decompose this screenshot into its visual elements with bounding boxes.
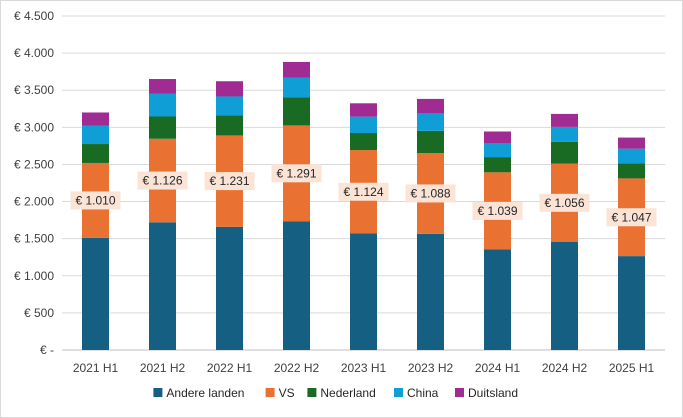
data-label: € 1.047 <box>611 210 651 224</box>
bar-segment <box>149 116 176 139</box>
bar-segment <box>283 77 310 98</box>
x-tick-label: 2021 H1 <box>73 361 119 375</box>
y-tick-label: € 500 <box>24 306 54 320</box>
data-label-box <box>606 208 657 227</box>
bar-segment <box>149 93 176 117</box>
bar-segment <box>618 256 645 350</box>
bar-segment <box>283 61 310 78</box>
x-tick-label: 2022 H1 <box>207 361 253 375</box>
bar-segment <box>417 130 444 154</box>
bar-segment <box>82 112 109 126</box>
data-label: € 1.231 <box>209 174 249 188</box>
y-tick-label: € 2.500 <box>14 157 54 171</box>
data-label-box <box>338 182 389 201</box>
bar-segment <box>551 242 578 350</box>
legend-swatch <box>153 388 163 397</box>
bar-segment <box>417 98 444 114</box>
x-tick-label: 2021 H2 <box>140 361 186 375</box>
bar-segment <box>216 96 243 116</box>
y-tick-label: € 1.500 <box>14 232 54 246</box>
data-label-box <box>70 191 121 210</box>
bar-segment <box>216 226 243 350</box>
legend-label: Andere landen <box>166 386 244 400</box>
bar-segment <box>283 97 310 126</box>
data-label-box <box>405 184 456 203</box>
y-tick-label: € - <box>40 343 54 357</box>
data-label: € 1.291 <box>276 166 316 180</box>
legend-swatch <box>394 388 403 397</box>
bar-segment <box>484 157 511 173</box>
data-label-box <box>137 171 188 190</box>
bar-segment <box>82 237 109 350</box>
data-label-box <box>539 193 590 212</box>
bar-segment <box>618 137 645 149</box>
bar-segment <box>216 115 243 136</box>
bar-segment <box>618 148 645 164</box>
x-tick-label: 2024 H1 <box>475 361 521 375</box>
x-tick-label: 2025 H1 <box>609 361 655 375</box>
bar-segment <box>417 233 444 350</box>
data-label: € 1.010 <box>75 193 115 207</box>
data-labels: € 1.010 € 1.126 € 1.231 € 1.291 € 1.124 € 1.0… <box>70 164 657 227</box>
bar-segment <box>551 113 578 127</box>
data-label: € 1.124 <box>343 185 383 199</box>
data-label-box <box>271 164 322 183</box>
data-label-box <box>472 201 523 220</box>
bar-segment <box>484 131 511 143</box>
bar-segment <box>216 81 243 97</box>
bar-segment <box>618 163 645 179</box>
bar-segment <box>484 249 511 350</box>
y-tick-label: € 4.000 <box>14 46 54 60</box>
bar-segment <box>417 113 444 131</box>
data-label-box <box>204 172 255 191</box>
bar-segment <box>484 142 511 158</box>
data-label: € 1.039 <box>477 204 517 218</box>
legend: Andere landen VS Nederland China Duitsland <box>153 386 518 400</box>
legend-swatch <box>455 388 464 397</box>
x-axis: 2021 H1 2021 H2 2022 H1 2022 H2 2023 H1 2023 … <box>73 361 655 375</box>
y-tick-label: € 3.000 <box>14 120 54 134</box>
bar-segment <box>82 125 109 145</box>
bar-segment <box>350 116 377 133</box>
y-tick-label: € 2.000 <box>14 195 54 209</box>
y-axis: € - € 500 € 1.000 € 1.500 € 2.000 € 2.500 € 3.… <box>14 9 54 357</box>
bar-segment <box>350 132 377 151</box>
bar-segment <box>149 79 176 94</box>
x-tick-label: 2023 H1 <box>341 361 387 375</box>
y-tick-label: € 4.500 <box>14 9 54 23</box>
bar-segment <box>82 144 109 163</box>
x-tick-label: 2023 H2 <box>408 361 454 375</box>
data-label: € 1.126 <box>142 174 182 188</box>
x-tick-label: 2024 H2 <box>542 361 588 375</box>
data-label: € 1.088 <box>410 186 450 200</box>
legend-label: China <box>407 386 439 400</box>
bar-segment <box>149 222 176 350</box>
y-tick-label: € 1.000 <box>14 269 54 283</box>
bar-segment <box>350 103 377 117</box>
bar-segment <box>350 233 377 350</box>
legend-swatch <box>307 388 317 397</box>
y-tick-label: € 3.500 <box>14 83 54 97</box>
legend-label: VS <box>279 386 295 400</box>
bar-segment <box>551 141 578 164</box>
x-tick-label: 2022 H2 <box>274 361 320 375</box>
legend-swatch <box>265 388 275 397</box>
data-label: € 1.056 <box>544 196 584 210</box>
legend-label: Nederland <box>320 386 375 400</box>
legend-label: Duitsland <box>468 386 518 400</box>
bar-segment <box>551 126 578 142</box>
bar-segment <box>283 221 310 350</box>
